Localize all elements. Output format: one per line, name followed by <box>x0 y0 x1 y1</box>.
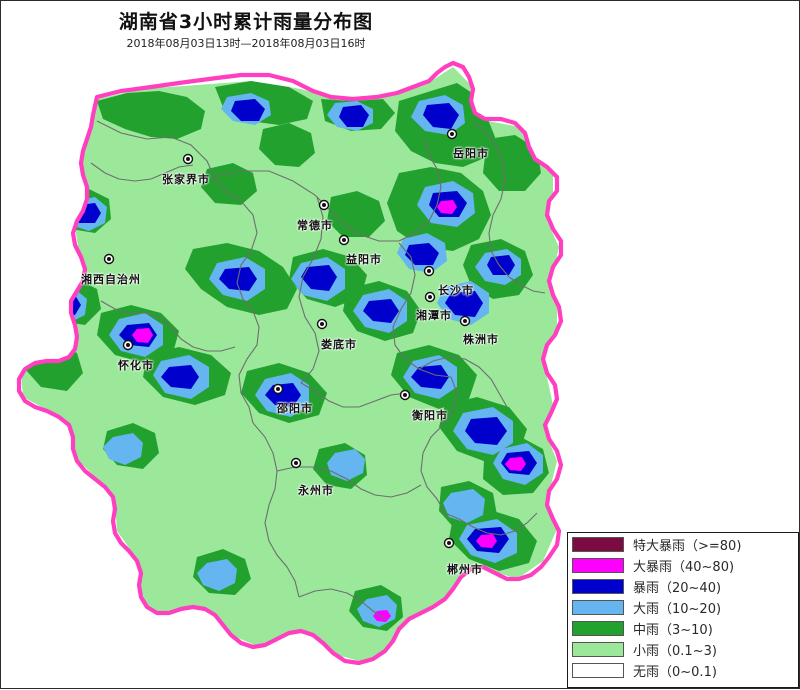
city-label-zhuzhou: 株洲市 <box>463 333 499 346</box>
legend-swatch-extreme-rainstorm <box>572 537 624 552</box>
city-marker-zhangjiajie <box>182 153 194 165</box>
legend-label-moderate-rain: 中雨（3~10) <box>633 623 713 638</box>
city-label-changde: 常德市 <box>297 219 333 232</box>
legend-swatch-severe-rainstorm <box>572 558 624 573</box>
city-marker-yueyang <box>446 128 458 140</box>
legend-row-light-rain: 小雨（0.1~3) <box>572 640 798 659</box>
legend-row-moderate-rain: 中雨（3~10) <box>572 619 798 638</box>
legend-label-no-rain: 无雨（0~0.1) <box>633 665 717 680</box>
legend: 特大暴雨（>=80) 大暴雨（40~80) 暴雨（20~40) 大雨（10~20… <box>567 532 799 688</box>
city-label-yiyang: 益阳市 <box>346 253 382 266</box>
city-marker-changsha <box>423 265 435 277</box>
legend-swatch-no-rain <box>572 663 624 678</box>
city-marker-huaihua <box>122 339 134 351</box>
legend-row-severe-rainstorm: 大暴雨（40~80) <box>572 556 798 575</box>
city-label-shaoyang: 邵阳市 <box>277 402 313 415</box>
legend-row-no-rain: 无雨（0~0.1) <box>572 661 798 680</box>
city-marker-chenzhou <box>443 537 455 549</box>
city-marker-yiyang <box>338 234 350 246</box>
city-markers <box>103 128 471 549</box>
city-label-zhangjiajie: 张家界市 <box>162 173 210 186</box>
city-marker-xiangtan <box>424 291 436 303</box>
legend-label-rainstorm: 暴雨（20~40) <box>633 581 722 596</box>
page-subtitle: 2018年08月03日13时—2018年08月03日16时 <box>126 37 366 50</box>
severe-rainstorm-layer <box>132 200 526 622</box>
legend-label-extreme-rainstorm: 特大暴雨（>=80) <box>633 539 742 554</box>
city-marker-changde <box>318 199 330 211</box>
city-label-yueyang: 岳阳市 <box>453 147 489 160</box>
legend-label-severe-rainstorm: 大暴雨（40~80) <box>633 560 735 575</box>
city-label-huaihua: 怀化市 <box>118 359 154 372</box>
city-label-yongzhou: 永州市 <box>298 484 334 497</box>
legend-row-heavy-rain: 大雨（10~20) <box>572 598 798 617</box>
city-label-xiangxi: 湘西自治州 <box>81 273 141 286</box>
city-label-loudi: 娄底市 <box>321 338 357 351</box>
legend-row-rainstorm: 暴雨（20~40) <box>572 577 798 596</box>
province-boundary <box>16 60 564 666</box>
city-marker-zhuzhou <box>459 315 471 327</box>
legend-label-light-rain: 小雨（0.1~3) <box>633 644 717 659</box>
city-label-chenzhou: 郴州市 <box>447 563 483 576</box>
legend-row-extreme-rainstorm: 特大暴雨（>=80) <box>572 535 798 554</box>
city-marker-hengyang <box>399 389 411 401</box>
legend-swatch-rainstorm <box>572 579 624 594</box>
city-marker-xiangxi <box>103 253 115 265</box>
city-marker-shaoyang <box>272 383 284 395</box>
city-label-changsha: 长沙市 <box>438 284 474 297</box>
legend-swatch-moderate-rain <box>572 621 624 636</box>
title-block: 湖南省3小时累计雨量分布图 2018年08月03日13时—2018年08月03日… <box>86 9 406 53</box>
city-label-xiangtan: 湘潭市 <box>416 309 452 322</box>
prefecture-boundaries <box>90 120 546 620</box>
legend-swatch-heavy-rain <box>572 600 624 615</box>
city-marker-yongzhou <box>290 457 302 469</box>
rainfall-field <box>21 67 559 663</box>
legend-label-heavy-rain: 大雨（10~20) <box>633 602 722 617</box>
city-marker-loudi <box>316 318 328 330</box>
page-title: 湖南省3小时累计雨量分布图 <box>118 11 374 33</box>
legend-swatch-light-rain <box>572 642 624 657</box>
city-label-hengyang: 衡阳市 <box>412 409 448 422</box>
